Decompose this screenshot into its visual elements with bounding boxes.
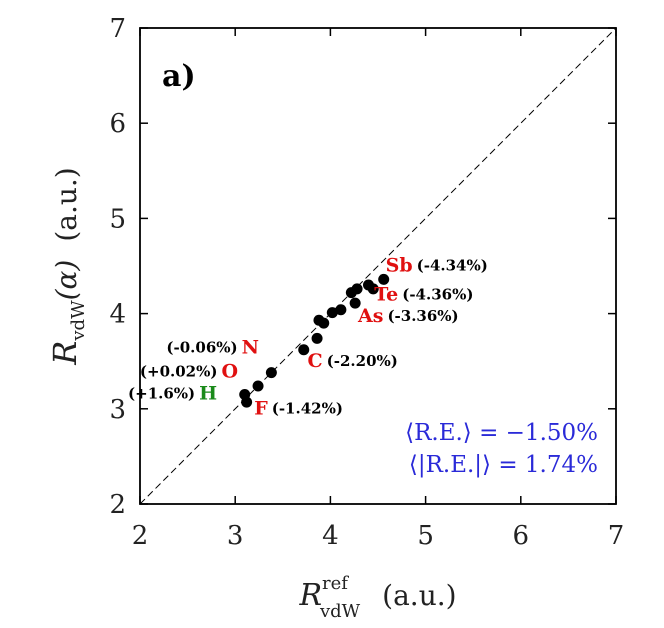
data-point xyxy=(265,367,277,379)
y-tick-label: 2 xyxy=(109,490,126,520)
relative-error-label: (+0.02%) xyxy=(140,362,218,380)
data-point xyxy=(241,396,253,408)
stat-mean-relative-error: ⟨R.E.⟩ = −1.50% xyxy=(405,420,598,446)
element-symbol: O xyxy=(221,360,238,382)
data-point xyxy=(378,273,390,285)
relative-error-label: (-2.20%) xyxy=(327,352,398,370)
element-symbol: As xyxy=(357,305,383,327)
x-tick-label: 7 xyxy=(608,521,625,551)
identity-diagonal-line xyxy=(139,27,617,505)
data-point xyxy=(252,380,264,392)
relative-error-label: (-0.06%) xyxy=(166,339,237,357)
data-point xyxy=(318,317,330,329)
y-axis-ticks: 2 3 4 5 6 7 xyxy=(109,14,616,520)
relative-error-label: (-3.36%) xyxy=(387,307,458,325)
relative-error-label: (-4.34%) xyxy=(417,257,488,275)
data-point xyxy=(349,297,361,309)
stat-mean-abs-relative-error: ⟨|R.E.|⟩ = 1.74% xyxy=(409,452,598,478)
element-symbol: Sb xyxy=(386,255,413,277)
x-axis-ticks: 2 3 4 5 6 7 xyxy=(132,28,625,551)
data-point xyxy=(326,307,338,319)
x-axis-title-main: R xyxy=(298,578,322,613)
y-axis-title-main: R xyxy=(46,341,84,366)
annotation-N: N (-0.06%) xyxy=(166,337,259,359)
element-symbol: N xyxy=(242,337,259,359)
y-tick-label: 5 xyxy=(109,204,126,234)
data-point xyxy=(367,283,379,295)
y-axis-title: RvdW(α) (a.u.) xyxy=(46,167,89,365)
element-symbol: C xyxy=(308,350,323,372)
x-tick-label: 6 xyxy=(513,521,530,551)
annotation-C: C (-2.20%) xyxy=(308,350,398,372)
annotation-Te: Te (-4.36%) xyxy=(374,283,473,305)
x-axis-title: Rref vdW (a.u.) xyxy=(298,573,456,622)
x-tick-label: 4 xyxy=(322,521,339,551)
data-point xyxy=(311,332,323,344)
y-tick-label: 3 xyxy=(109,395,126,425)
relative-error-label: (-1.42%) xyxy=(272,400,343,418)
x-tick-label: 3 xyxy=(227,521,244,551)
annotation-As: As (-3.36%) xyxy=(357,305,459,327)
element-symbol: F xyxy=(254,398,268,420)
annotation-H: H(+1.6%) xyxy=(128,382,217,404)
data-point xyxy=(335,304,347,316)
annotation-O: O(+0.02%) xyxy=(140,360,238,382)
annotation-F: F (-1.42%) xyxy=(254,398,343,420)
y-axis-title-sub: vdW xyxy=(68,300,89,342)
y-tick-label: 7 xyxy=(109,14,126,44)
x-axis-title-sub: vdW xyxy=(319,601,361,622)
y-tick-label: 6 xyxy=(109,109,126,139)
element-annotations: Sb (-4.34%)Te (-4.36%)As (-3.36%)C (-2.20%)F… xyxy=(128,255,488,420)
x-tick-label: 5 xyxy=(417,521,434,551)
x-axis-title-sup: ref xyxy=(322,573,349,594)
relative-error-label: (+1.6%) xyxy=(128,384,195,402)
data-point xyxy=(298,344,310,356)
element-symbol: Te xyxy=(374,283,398,305)
plot-area-frame xyxy=(139,27,617,505)
data-points xyxy=(239,273,390,408)
annotation-Sb: Sb (-4.34%) xyxy=(386,255,488,277)
x-axis-title-unit: (a.u.) xyxy=(382,579,456,612)
relative-error-label: (-4.36%) xyxy=(402,285,473,303)
y-axis-title-unit: (a.u.) xyxy=(50,167,83,241)
x-tick-label: 2 xyxy=(132,521,149,551)
y-tick-label: 4 xyxy=(109,300,126,330)
data-point xyxy=(351,283,363,295)
panel-label: a) xyxy=(162,59,196,94)
y-axis-title-arg: (α) xyxy=(50,260,83,301)
element-symbol: H xyxy=(199,382,217,404)
